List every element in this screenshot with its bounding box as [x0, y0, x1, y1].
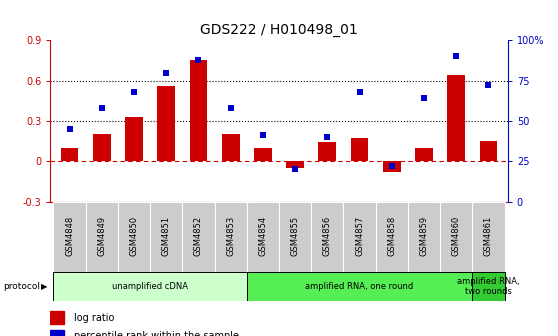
- Text: GSM4860: GSM4860: [452, 215, 461, 256]
- Bar: [415, 148, 433, 161]
- Bar: [286, 161, 304, 168]
- Point: [291, 167, 300, 172]
- Text: GSM4850: GSM4850: [129, 215, 138, 256]
- Bar: [215, 202, 247, 272]
- Point: [452, 54, 461, 59]
- Bar: [93, 134, 110, 161]
- Bar: [343, 202, 376, 272]
- Point: [194, 57, 203, 62]
- Text: GSM4851: GSM4851: [162, 215, 171, 256]
- Point: [420, 96, 429, 101]
- Text: GSM4856: GSM4856: [323, 215, 332, 256]
- Text: GSM4859: GSM4859: [420, 215, 429, 256]
- Bar: [319, 142, 336, 161]
- Bar: [54, 272, 247, 301]
- Point: [97, 106, 106, 111]
- Bar: [222, 134, 239, 161]
- Text: GSM4848: GSM4848: [65, 215, 74, 256]
- Bar: [157, 86, 175, 161]
- Bar: [311, 202, 343, 272]
- Bar: [125, 117, 143, 161]
- Bar: [479, 141, 497, 161]
- Text: ▶: ▶: [41, 282, 47, 291]
- Point: [484, 83, 493, 88]
- Bar: [118, 202, 150, 272]
- Bar: [440, 202, 472, 272]
- Text: GSM4849: GSM4849: [97, 215, 106, 256]
- Text: protocol: protocol: [3, 282, 40, 291]
- Bar: [190, 60, 208, 161]
- Point: [226, 106, 235, 111]
- Point: [65, 126, 74, 132]
- Text: amplified RNA,
two rounds: amplified RNA, two rounds: [457, 277, 519, 296]
- Bar: [254, 148, 272, 161]
- Bar: [279, 202, 311, 272]
- Text: GSM4854: GSM4854: [258, 215, 267, 256]
- Bar: [247, 272, 472, 301]
- Text: amplified RNA, one round: amplified RNA, one round: [305, 282, 413, 291]
- Text: GSM4858: GSM4858: [387, 215, 396, 256]
- Text: GSM4857: GSM4857: [355, 215, 364, 256]
- Bar: [50, 330, 64, 336]
- Bar: [247, 202, 279, 272]
- Text: unamplified cDNA: unamplified cDNA: [112, 282, 188, 291]
- Text: log ratio: log ratio: [74, 313, 114, 323]
- Bar: [472, 202, 504, 272]
- Bar: [54, 202, 86, 272]
- Text: GSM4861: GSM4861: [484, 215, 493, 256]
- Bar: [86, 202, 118, 272]
- Point: [258, 133, 267, 138]
- Bar: [472, 272, 504, 301]
- Point: [387, 163, 396, 169]
- Point: [355, 89, 364, 95]
- Bar: [376, 202, 408, 272]
- Bar: [350, 138, 368, 161]
- Bar: [150, 202, 182, 272]
- Bar: [50, 311, 64, 324]
- Point: [323, 134, 332, 140]
- Title: GDS222 / H010498_01: GDS222 / H010498_01: [200, 23, 358, 37]
- Bar: [408, 202, 440, 272]
- Bar: [182, 202, 215, 272]
- Point: [129, 89, 138, 95]
- Bar: [383, 161, 401, 172]
- Bar: [61, 148, 79, 161]
- Text: GSM4852: GSM4852: [194, 215, 203, 256]
- Text: GSM4853: GSM4853: [226, 215, 235, 256]
- Point: [162, 70, 171, 75]
- Bar: [448, 75, 465, 161]
- Text: GSM4855: GSM4855: [291, 215, 300, 256]
- Text: percentile rank within the sample: percentile rank within the sample: [74, 331, 239, 336]
